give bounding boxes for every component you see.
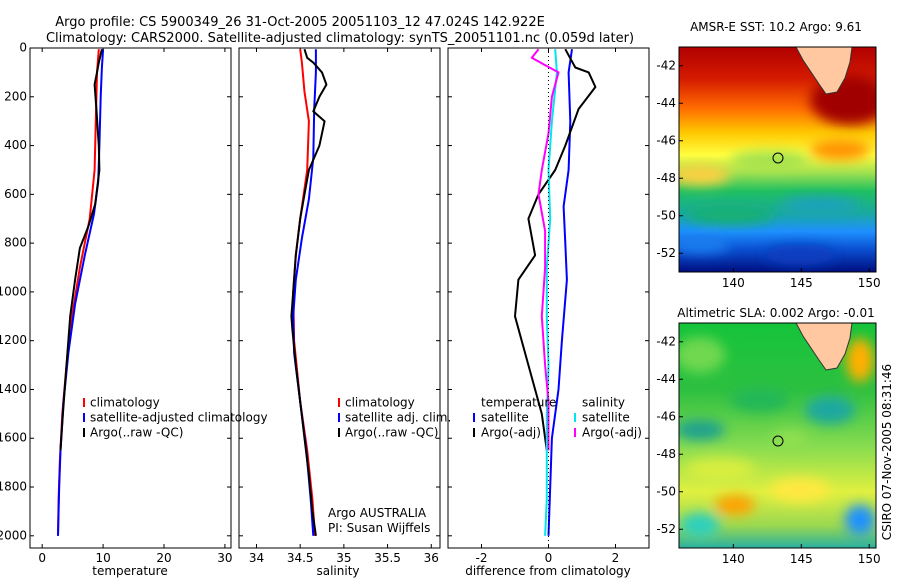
y-tick-label: 2000: [0, 528, 27, 542]
timestamp-label: CSIRO 07-Nov-2005 08:31:46: [880, 364, 894, 540]
map-y-tick-label: -46: [656, 133, 676, 147]
map-y-tick-label: -42: [656, 334, 676, 348]
series-line-argo-raw-qc-: [59, 48, 103, 451]
y-tick-label: 0: [19, 41, 27, 55]
series-line-salinity-argo-adj-: [530, 48, 560, 451]
salinity-plot: 34 34.5 35 35.5 36: [239, 47, 440, 565]
difference-legend-sal-satellite: satellite: [582, 411, 630, 425]
x-tick-label: 35: [336, 551, 351, 565]
map-y-tick-label: -44: [656, 96, 676, 110]
y-tick-label: 1200: [0, 333, 27, 347]
salinity-legend-argo: Argo(..raw -QC): [345, 426, 438, 440]
temperature-xlabel: temperature: [92, 564, 167, 578]
map-x-tick-label: 150: [858, 276, 881, 290]
sla-map-frame: [678, 322, 877, 549]
figure-subtitle: Climatology: CARS2000. Satellite-adjuste…: [46, 31, 634, 46]
x-tick-label: 35.5: [374, 551, 401, 565]
map-y-tick-label: -52: [656, 522, 676, 536]
temperature-plot-frame: [29, 47, 232, 549]
map-y-tick-label: -46: [656, 409, 676, 423]
pi-label: PI: Susan Wijffels: [328, 521, 430, 535]
series-line-temperature-satellite: [547, 49, 573, 536]
x-tick-label: 0: [38, 551, 46, 565]
map-x-tick-label: 140: [722, 552, 745, 566]
figure-title: Argo profile: CS 5900349_26 31-Oct-2005 …: [55, 15, 545, 30]
difference-legend-temp-argo: Argo(-adj): [481, 426, 541, 440]
x-tick-label: 34: [249, 551, 264, 565]
map-y-tick-label: -44: [656, 372, 676, 386]
y-tick-label: 1400: [0, 382, 27, 396]
difference-plot: -2 0 2: [448, 47, 649, 565]
salinity-legend-satellite: satellite adj. clim.: [345, 411, 451, 425]
series-line-argo-raw-qc-: [290, 48, 328, 536]
difference-legend-temp-satellite: satellite: [481, 411, 529, 425]
argo-float-marker-sla: [772, 435, 784, 447]
map-y-tick-label: -48: [656, 447, 676, 461]
sst-map: [679, 47, 876, 272]
temperature-plot: 0 10 20 30 0 200 400 600 800 1000 1200 1400 1600 1800…: [0, 41, 233, 566]
y-tick-label: 200: [4, 89, 27, 103]
salinity-xlabel: salinity: [316, 564, 359, 578]
salinity-plot-frame: [238, 47, 441, 549]
argo-float-marker: [772, 152, 784, 164]
map-y-tick-label: -50: [656, 208, 676, 222]
map-y-tick-label: -52: [656, 246, 676, 260]
temperature-legend-satellite: satellite-adjusted climatology: [90, 411, 268, 425]
y-tick-label: 400: [4, 138, 27, 152]
y-tick-label: 800: [4, 236, 27, 250]
difference-legend-sal-argo: Argo(-adj): [582, 426, 642, 440]
x-tick-label: 0: [545, 551, 553, 565]
y-tick-label: 1000: [0, 284, 27, 298]
y-tick-label: 1600: [0, 431, 27, 445]
salinity-legend-climatology: climatology: [345, 396, 415, 410]
sla-map-axes: 140 145 150 -42 -44 -46 -48 -50 -52: [656, 334, 880, 566]
difference-legend-temperature-title: temperature: [481, 396, 556, 410]
x-tick-label: -2: [476, 551, 488, 565]
map-y-tick-label: -50: [656, 484, 676, 498]
map-x-tick-label: 150: [858, 552, 881, 566]
difference-legend: temperature satellite Argo(-adj) salinit…: [473, 396, 642, 440]
salinity-legend: climatology satellite adj. clim. Argo(..…: [338, 396, 451, 440]
x-tick-label: 34.5: [287, 551, 314, 565]
tasmania-land: [795, 47, 853, 95]
sst-map-axes: 140 145 150 -42 -44 -46 -48 -50 -52: [656, 58, 880, 290]
map-x-tick-label: 145: [790, 552, 813, 566]
sst-map-frame: [678, 46, 877, 273]
institution-label: Argo AUSTRALIA: [328, 506, 427, 520]
temperature-legend-argo: Argo(..raw -QC): [90, 426, 183, 440]
series-line-salinity-satellite: [544, 49, 558, 536]
difference-xlabel: difference from climatology: [465, 564, 631, 578]
map-y-tick-label: -42: [656, 58, 676, 72]
temperature-legend-climatology: climatology: [90, 396, 160, 410]
tasmania-land-sla: [795, 323, 853, 371]
difference-legend-salinity-title: salinity: [582, 396, 625, 410]
map-y-tick-label: -48: [656, 171, 676, 185]
sst-map-title: AMSR-E SST: 10.2 Argo: 9.61: [690, 20, 862, 34]
x-tick-label: 36: [424, 551, 439, 565]
map-x-tick-label: 145: [790, 276, 813, 290]
y-tick-label: 600: [4, 187, 27, 201]
sla-map-title: Altimetric SLA: 0.002 Argo: -0.01: [677, 306, 874, 320]
y-tick-label: 1800: [0, 480, 27, 494]
x-tick-label: 20: [156, 551, 171, 565]
temperature-legend: climatology satellite-adjusted climatolo…: [83, 396, 268, 440]
x-tick-label: 2: [612, 551, 620, 565]
sla-map: [679, 323, 876, 548]
map-x-tick-label: 140: [722, 276, 745, 290]
x-tick-label: 30: [217, 551, 232, 565]
x-tick-label: 10: [95, 551, 110, 565]
